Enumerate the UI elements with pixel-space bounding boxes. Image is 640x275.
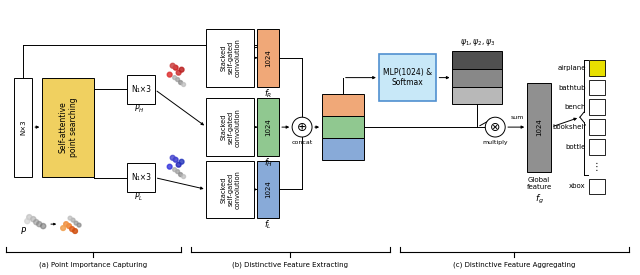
Text: sum: sum (511, 115, 524, 120)
Bar (589, 178, 605, 194)
Bar (207, 98, 254, 156)
Point (28, 217, 38, 221)
Text: $\psi_1, \psi_2, \psi_3$: $\psi_1, \psi_2, \psi_3$ (460, 37, 495, 48)
Point (170, 158, 180, 162)
Bar (589, 119, 605, 135)
Point (179, 82, 189, 87)
Text: $f_R$: $f_R$ (264, 87, 273, 100)
Bar (207, 161, 254, 218)
Point (179, 174, 189, 179)
Point (24, 215, 35, 219)
Text: $P_L$: $P_L$ (134, 190, 143, 203)
Bar (127, 75, 155, 104)
Point (170, 75, 180, 80)
Text: $P_H$: $P_H$ (134, 102, 144, 115)
Text: N₁×3: N₁×3 (131, 173, 151, 182)
Bar (452, 87, 502, 104)
Point (58, 226, 68, 230)
Point (65, 216, 76, 220)
Point (22, 219, 33, 223)
Text: bookshelf: bookshelf (552, 124, 586, 130)
Text: concat: concat (291, 141, 313, 145)
Text: bench: bench (564, 104, 586, 110)
Text: ⋮: ⋮ (592, 162, 602, 172)
Text: $f_L$: $f_L$ (264, 219, 272, 231)
Text: 1024: 1024 (265, 181, 271, 198)
Text: 1024: 1024 (536, 118, 542, 136)
Bar (589, 79, 605, 95)
Text: 1024: 1024 (265, 49, 271, 67)
Point (71, 221, 81, 225)
Text: Stacked
self-gated
convolution: Stacked self-gated convolution (220, 39, 241, 77)
Text: N₁×3: N₁×3 (131, 85, 151, 94)
Point (173, 163, 184, 167)
Circle shape (485, 117, 505, 137)
Point (164, 72, 175, 77)
Text: bottle: bottle (566, 144, 586, 150)
Bar (257, 98, 279, 156)
Circle shape (292, 117, 312, 137)
Bar (589, 139, 605, 155)
Point (177, 67, 187, 72)
Bar (452, 69, 502, 87)
Bar (14, 78, 32, 177)
Point (38, 224, 49, 228)
Text: P: P (20, 227, 26, 236)
Text: (b) Distinctive Feature Extracting: (b) Distinctive Feature Extracting (232, 262, 348, 268)
Bar (379, 54, 436, 101)
Text: $f_H$: $f_H$ (264, 156, 273, 169)
Text: xbox: xbox (569, 183, 586, 189)
Bar (589, 60, 605, 76)
Point (168, 156, 178, 160)
Text: ⊕: ⊕ (297, 121, 307, 134)
Text: Self-attentive
point searching: Self-attentive point searching (58, 97, 78, 157)
Point (64, 224, 74, 228)
Point (61, 222, 71, 226)
Point (34, 222, 44, 226)
Text: airplane: airplane (557, 65, 586, 71)
Bar (322, 138, 364, 160)
Text: 1024: 1024 (265, 118, 271, 136)
Point (175, 172, 186, 177)
Point (67, 227, 77, 231)
Point (177, 160, 187, 164)
Bar (257, 161, 279, 218)
Text: Stacked
self-gated
convolution: Stacked self-gated convolution (220, 170, 241, 209)
Point (170, 167, 180, 172)
Text: MLP(1024) &
Softmax: MLP(1024) & Softmax (383, 68, 432, 87)
Text: $f_g$: $f_g$ (534, 193, 543, 206)
Point (74, 223, 84, 227)
Point (173, 70, 184, 75)
Point (175, 80, 186, 85)
Bar (527, 82, 551, 172)
Point (168, 64, 178, 68)
Bar (257, 29, 279, 87)
Bar (589, 99, 605, 115)
Bar (452, 51, 502, 69)
Point (70, 229, 80, 233)
Point (173, 169, 183, 174)
Bar (127, 163, 155, 192)
Text: multiply: multiply (483, 141, 508, 145)
Bar (207, 29, 254, 87)
Text: Global
feature: Global feature (527, 177, 552, 190)
Point (170, 65, 180, 70)
Text: Stacked
self-gated
convolution: Stacked self-gated convolution (220, 108, 241, 147)
Bar (42, 78, 94, 177)
Bar (322, 116, 364, 138)
Point (173, 77, 183, 82)
Text: (c) Distinctive Feature Aggregating: (c) Distinctive Feature Aggregating (453, 262, 575, 268)
Point (31, 220, 42, 224)
Text: ⊗: ⊗ (490, 121, 500, 134)
Bar (322, 94, 364, 116)
Point (164, 164, 175, 169)
Text: N×3: N×3 (20, 119, 26, 135)
Point (68, 218, 78, 222)
Text: (a) Point Importance Capturing: (a) Point Importance Capturing (40, 262, 148, 268)
Text: bathtub: bathtub (558, 84, 586, 90)
